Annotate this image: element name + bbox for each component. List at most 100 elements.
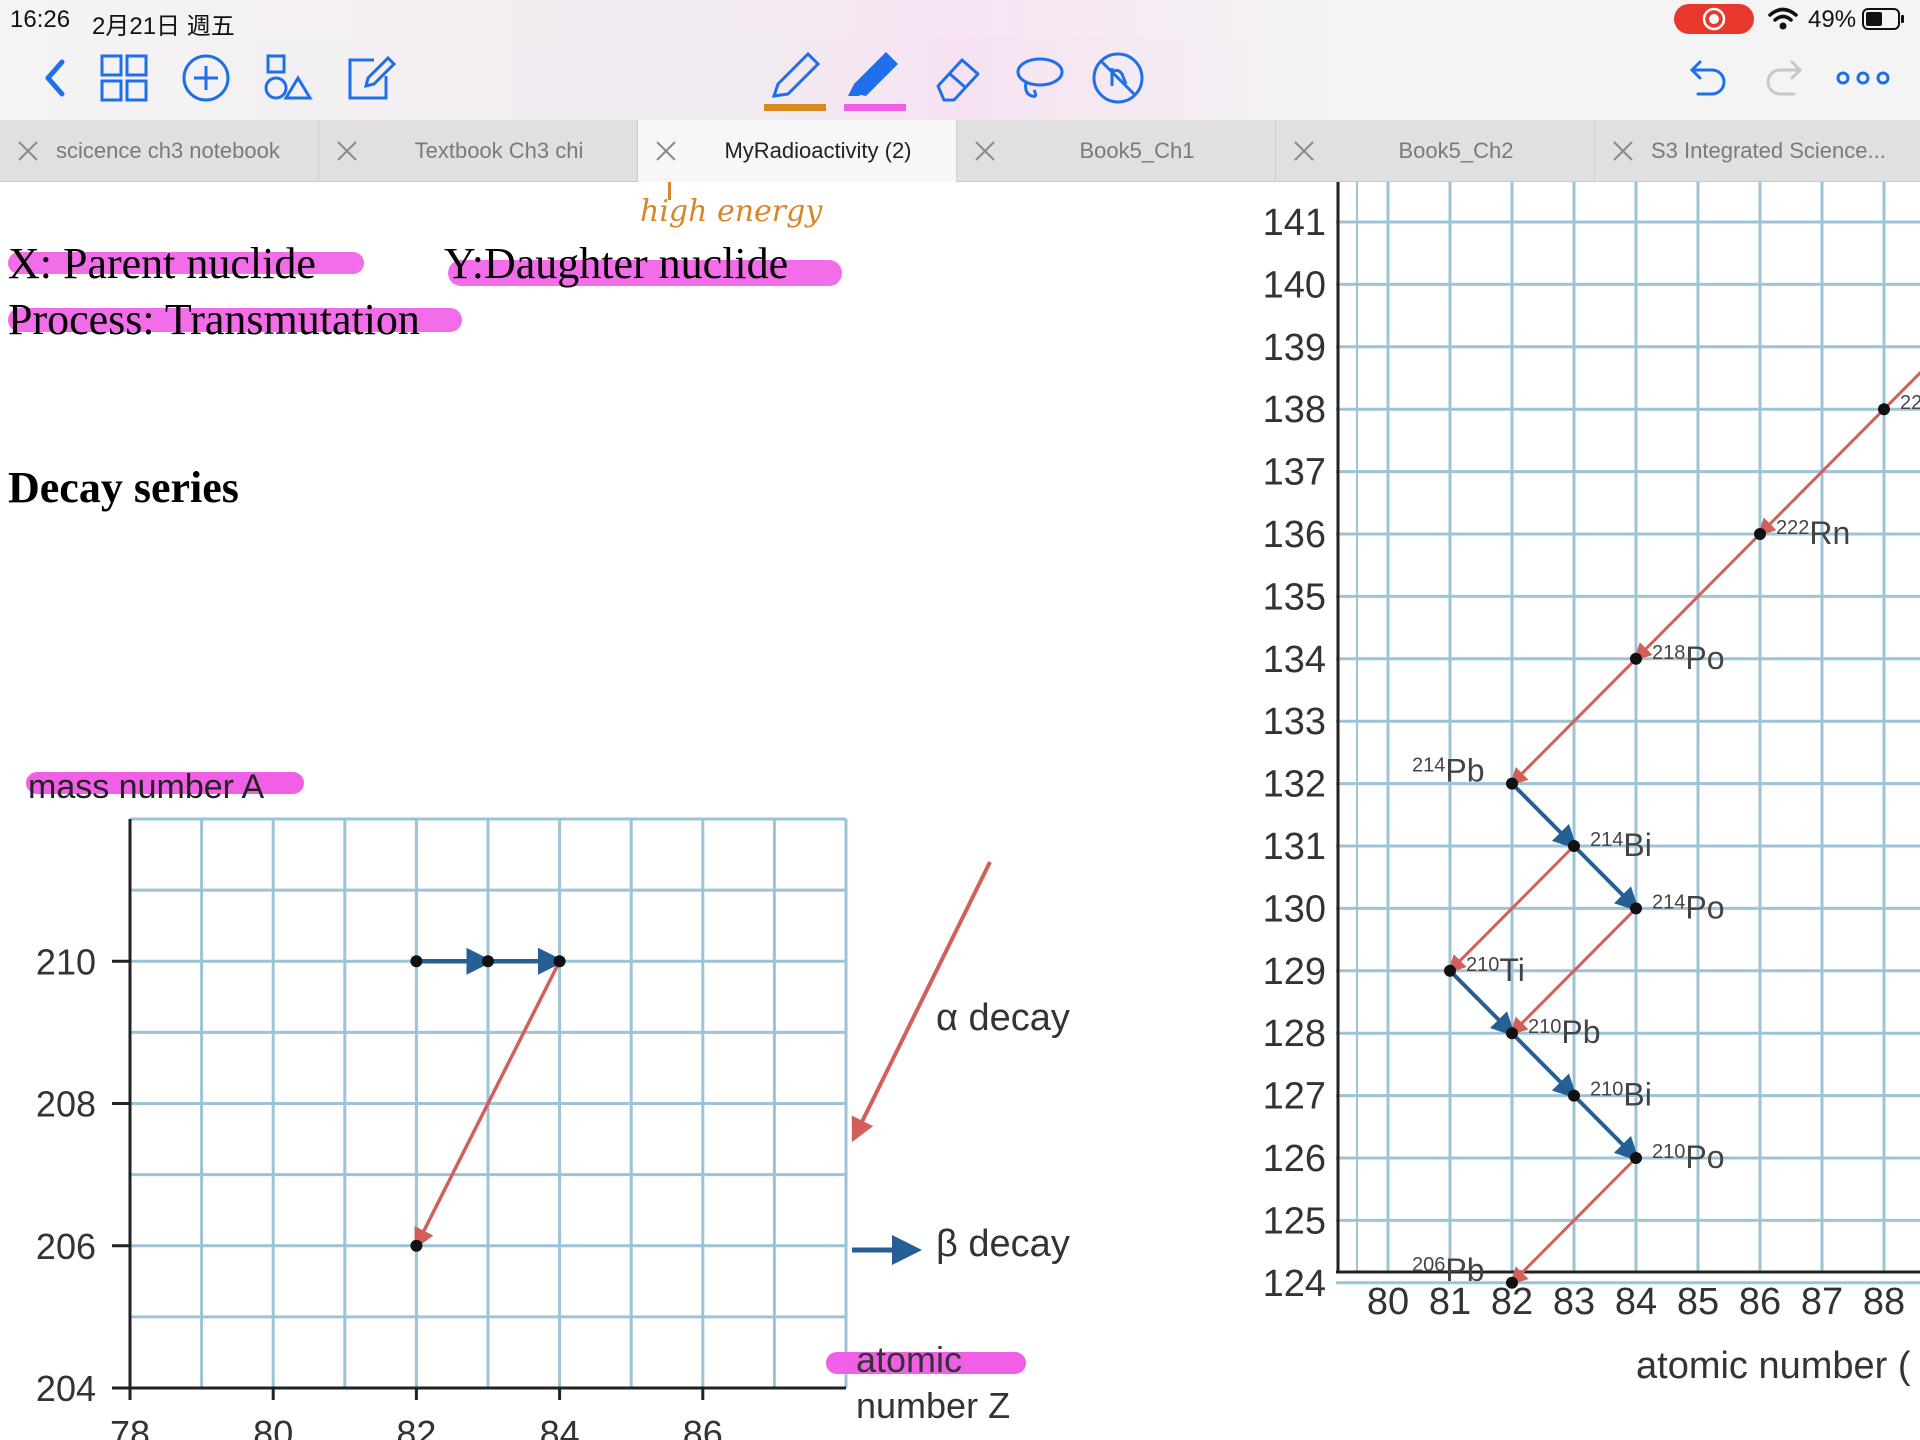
- screen-recording-indicator[interactable]: [1674, 4, 1754, 34]
- ylabel-text: mass number A: [28, 768, 265, 806]
- status-date: 2月21日 週五: [92, 13, 235, 40]
- tab-s3-integrated-science[interactable]: S3 Integrated Science...: [1595, 120, 1920, 182]
- alpha-legend-arrow: [851, 861, 992, 1143]
- xlabel-text: atomic number (: [1636, 1345, 1911, 1387]
- close-icon[interactable]: [1609, 137, 1637, 165]
- y-tick-label: 132: [1263, 764, 1326, 806]
- nuclide-point: [553, 955, 566, 968]
- x-tick-label: 84: [540, 1413, 580, 1440]
- nuclide-label: 206Pb: [1412, 1252, 1485, 1288]
- x-tick-label: 87: [1801, 1281, 1843, 1323]
- toolbar: [0, 38, 1920, 120]
- x-tick-label: 85: [1677, 1281, 1719, 1323]
- tab-book5-ch1[interactable]: Book5_Ch1: [957, 120, 1276, 182]
- status-bar: 16:26 2月21日 週五 49%: [0, 0, 1920, 40]
- alpha-arrow: [1882, 370, 1920, 411]
- tab-label: Book5_Ch1: [1079, 138, 1195, 163]
- alpha-arrow: [1757, 408, 1886, 537]
- x-tick-label: 83: [1553, 1281, 1595, 1323]
- status-time: 16:26: [10, 6, 71, 33]
- y-tick-label: 210: [36, 941, 96, 982]
- highlight-stroke: [448, 260, 842, 286]
- nuclide-point: [1754, 528, 1766, 540]
- eraser-tool-icon[interactable]: [928, 48, 988, 108]
- alpha-arrow: [414, 960, 562, 1250]
- close-icon[interactable]: [1290, 137, 1318, 165]
- x-tick-label: 78: [110, 1413, 150, 1440]
- y-tick-label: 134: [1263, 639, 1326, 681]
- grid-view-icon[interactable]: [94, 48, 154, 108]
- x-tick-label: 88: [1863, 1281, 1905, 1323]
- alpha-legend-text: α decay: [936, 997, 1070, 1039]
- x-tick-label: 80: [253, 1413, 293, 1440]
- nuclide-point: [1568, 1089, 1580, 1102]
- beta-arrow: [1448, 969, 1516, 1037]
- y-tick-label: 139: [1263, 327, 1326, 369]
- y-tick-label: 126: [1263, 1138, 1326, 1180]
- y-tick-label: 131: [1263, 826, 1326, 868]
- x-tick-label: 84: [1615, 1281, 1657, 1323]
- notebook-page[interactable]: X: Parent nuclide Y:Daughter nuclide Pro…: [0, 182, 1920, 1440]
- y-tick-label: 204: [36, 1368, 96, 1409]
- alpha-arrow: [1509, 657, 1638, 787]
- disable-touch-icon[interactable]: [1088, 48, 1148, 108]
- y-tick-label: 138: [1263, 389, 1326, 431]
- tab-label: scicence ch3 notebook: [56, 138, 280, 163]
- beta-arrow: [1510, 782, 1578, 850]
- back-chevron-icon[interactable]: [26, 48, 86, 108]
- ylabel-highlight: [26, 772, 304, 794]
- nuclide-label: 210Ti: [1466, 952, 1525, 988]
- battery-percent: 49%: [1808, 6, 1857, 33]
- process-text: Process: Transmutation: [8, 295, 420, 344]
- tab-bar: scicence ch3 notebook Textbook Ch3 chi M…: [0, 120, 1920, 182]
- tab-myradioactivity[interactable]: MyRadioactivity (2): [638, 120, 957, 182]
- nuclide-label: 210Bi: [1590, 1077, 1652, 1113]
- more-icon[interactable]: [1828, 48, 1898, 108]
- close-icon[interactable]: [652, 137, 680, 165]
- alpha-arrow: [1447, 844, 1576, 974]
- beta-arrow: [1572, 844, 1640, 912]
- y-tick-label: 129: [1263, 951, 1326, 993]
- lasso-tool-icon[interactable]: [1008, 48, 1068, 108]
- pen-tool-icon[interactable]: [760, 44, 830, 114]
- x-tick-label: 86: [1739, 1281, 1781, 1323]
- y-tick-label: 136: [1263, 514, 1326, 556]
- close-icon[interactable]: [971, 137, 999, 165]
- xlabel-highlight: [826, 1352, 1026, 1374]
- close-icon[interactable]: [14, 137, 42, 165]
- nuclide-point: [1630, 1152, 1642, 1164]
- y-tick-label: 141: [1263, 202, 1326, 244]
- y-tick-label: 133: [1263, 701, 1326, 743]
- nuclide-point: [1506, 777, 1518, 790]
- tab-textbook-ch3[interactable]: Textbook Ch3 chi: [319, 120, 638, 182]
- y-tick-label: 125: [1263, 1200, 1326, 1242]
- tab-label: Book5_Ch2: [1398, 138, 1514, 163]
- y-tick-label: 206: [36, 1226, 96, 1267]
- xlabel-line2: number Z: [856, 1385, 1010, 1426]
- highlight-stroke: [8, 308, 462, 332]
- nuclide-point: [1878, 403, 1890, 416]
- add-circle-icon[interactable]: [176, 48, 236, 108]
- redo-icon[interactable]: [1756, 48, 1816, 108]
- y-tick-label: 127: [1263, 1076, 1326, 1118]
- tab-book5-ch2[interactable]: Book5_Ch2: [1276, 120, 1595, 182]
- edit-page-icon[interactable]: [340, 48, 400, 108]
- tab-scicence-ch3-notebook[interactable]: scicence ch3 notebook: [0, 120, 319, 182]
- parent-nuclide-text: X: Parent nuclide: [8, 239, 316, 288]
- tab-label: Textbook Ch3 chi: [414, 138, 584, 163]
- y-tick-label: 140: [1263, 264, 1326, 306]
- nuclide-point: [410, 955, 423, 968]
- nuclide-point: [410, 1239, 423, 1252]
- shapes-icon[interactable]: [258, 48, 318, 108]
- close-icon[interactable]: [333, 137, 361, 165]
- nuclide-point: [1506, 1276, 1518, 1289]
- nuclide-label: 218Po: [1652, 640, 1725, 676]
- y-tick-label: 128: [1263, 1013, 1326, 1055]
- y-tick-label: 135: [1263, 576, 1326, 618]
- nuclide-label: 214Bi: [1590, 827, 1652, 863]
- undo-icon[interactable]: [1676, 48, 1736, 108]
- highlighter-tool-icon[interactable]: [840, 44, 910, 114]
- y-tick-label: 124: [1263, 1263, 1326, 1305]
- nuclide-label: 210Po: [1652, 1139, 1725, 1175]
- x-tick-label: 86: [683, 1413, 723, 1440]
